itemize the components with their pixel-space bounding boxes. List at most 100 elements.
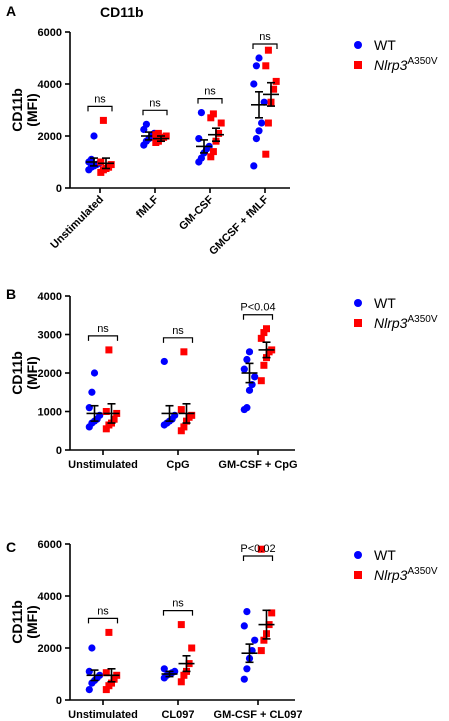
data-point-nlrp3	[264, 119, 272, 127]
category-label: Unstimulated	[48, 194, 106, 252]
data-point-nlrp3	[180, 671, 188, 679]
data-point-nlrp3	[260, 636, 268, 644]
panel-label: B	[6, 286, 16, 302]
y-tick-label: 4000	[38, 79, 62, 91]
data-point-nlrp3	[262, 150, 270, 158]
panel-label: A	[6, 3, 16, 19]
significance-label: ns	[172, 325, 184, 337]
significance-label: ns	[94, 93, 106, 105]
panel-a: A CD11b 0 2000 4000 6000 CD11b(MFI) Unstimulate…	[6, 3, 438, 258]
data-point-nlrp3	[180, 423, 188, 431]
data-point-wt	[160, 357, 168, 366]
data-point-nlrp3	[177, 621, 185, 629]
legend-marker-wt	[354, 299, 362, 307]
data-point-nlrp3	[177, 427, 185, 435]
data-point-nlrp3	[270, 85, 278, 93]
category-label: Unstimulated	[68, 459, 138, 471]
data-point-wt	[90, 369, 99, 377]
significance-label: ns	[259, 31, 271, 43]
legend-label-wt: WT	[374, 547, 396, 563]
data-point-nlrp3	[110, 415, 118, 423]
significance-bracket	[197, 98, 223, 104]
data-point-nlrp3	[180, 348, 188, 356]
data-point-wt	[195, 135, 203, 143]
data-point-nlrp3	[209, 148, 217, 156]
data-point-wt	[255, 54, 263, 62]
y-tick-label: 4000	[38, 291, 62, 303]
y-tick-label: 2000	[38, 368, 62, 380]
data-point-nlrp3	[107, 161, 115, 169]
data-point-nlrp3	[262, 62, 270, 70]
y-tick-label: 6000	[38, 539, 62, 551]
y-axis-label: CD11b(MFI)	[9, 600, 40, 644]
significance-bracket	[162, 610, 194, 616]
significance-bracket	[87, 105, 113, 112]
category-label: GMCSF + fMLF	[207, 193, 271, 257]
data-point-wt	[243, 355, 251, 364]
y-tick-label: 2000	[38, 131, 62, 143]
y-tick-label: 0	[56, 183, 62, 195]
data-point-nlrp3	[272, 77, 280, 85]
y-axis-label: CD11b(MFI)	[9, 88, 40, 132]
category-label: GM-CSF + CpG	[218, 459, 297, 471]
legend-label-wt: WT	[374, 37, 396, 53]
significance-label: ns	[149, 97, 161, 109]
data-point-nlrp3	[260, 329, 268, 337]
y-axis-label: CD11b(MFI)	[9, 351, 40, 395]
y-tick-label: 4000	[38, 591, 62, 603]
data-point-nlrp3	[177, 678, 185, 686]
category-label: Unstimulated	[68, 709, 138, 721]
data-point-nlrp3	[264, 46, 272, 54]
data-point-nlrp3	[257, 377, 265, 385]
data-point-nlrp3	[260, 361, 268, 369]
data-point-wt	[243, 608, 251, 616]
significance-label: P<0.02	[240, 543, 275, 555]
significance-bracket	[87, 617, 119, 624]
data-point-wt	[85, 667, 93, 676]
significance-bracket	[87, 335, 119, 341]
data-point-nlrp3	[102, 425, 110, 433]
data-point-nlrp3	[207, 153, 215, 161]
legend-marker-wt	[354, 551, 362, 559]
data-point-nlrp3	[162, 132, 170, 140]
data-point-wt	[88, 644, 96, 652]
data-point-wt	[245, 386, 254, 394]
significance-label: ns	[97, 323, 109, 335]
y-tick-label: 6000	[38, 27, 62, 39]
data-point-wt	[252, 135, 260, 143]
data-point-nlrp3	[257, 647, 265, 655]
data-point-nlrp3	[257, 545, 265, 553]
legend-label-nlrp3: Nlrp3A350V	[374, 566, 438, 583]
category-label: GM-CSF + CL097	[214, 709, 303, 721]
data-point-nlrp3	[97, 158, 105, 166]
significance-bracket	[162, 337, 194, 343]
data-point-wt	[243, 665, 251, 673]
data-point-wt	[240, 675, 248, 683]
y-tick-label: 0	[56, 695, 62, 707]
significance-bracket	[242, 314, 274, 320]
data-point-wt	[85, 686, 93, 694]
data-point-nlrp3	[102, 669, 110, 677]
legend-label-wt: WT	[374, 295, 396, 311]
data-point-nlrp3	[110, 675, 118, 683]
panel-b: B 0 1000 2000 3000 4000 CD11b(MFI) Unstimulated…	[6, 286, 438, 471]
data-point-nlrp3	[105, 628, 113, 636]
data-point-wt	[197, 109, 205, 117]
data-point-wt	[255, 127, 263, 135]
data-point-nlrp3	[217, 119, 225, 127]
data-point-nlrp3	[102, 408, 110, 415]
data-point-wt	[90, 132, 98, 140]
significance-label: ns	[204, 86, 216, 98]
category-label: GM-CSF	[177, 193, 216, 232]
data-point-wt	[243, 404, 251, 412]
significance-bracket	[142, 109, 168, 116]
significance-bracket	[252, 43, 278, 49]
data-point-nlrp3	[207, 114, 215, 122]
data-point-wt	[251, 636, 259, 644]
significance-label: P<0.04	[240, 302, 275, 314]
data-point-nlrp3	[209, 110, 217, 118]
data-point-nlrp3	[215, 129, 223, 137]
panel-c: C 0 2000 4000 6000 CD11b(MFI) Unstimulated CL09…	[6, 539, 438, 721]
legend-marker-wt	[354, 41, 362, 49]
